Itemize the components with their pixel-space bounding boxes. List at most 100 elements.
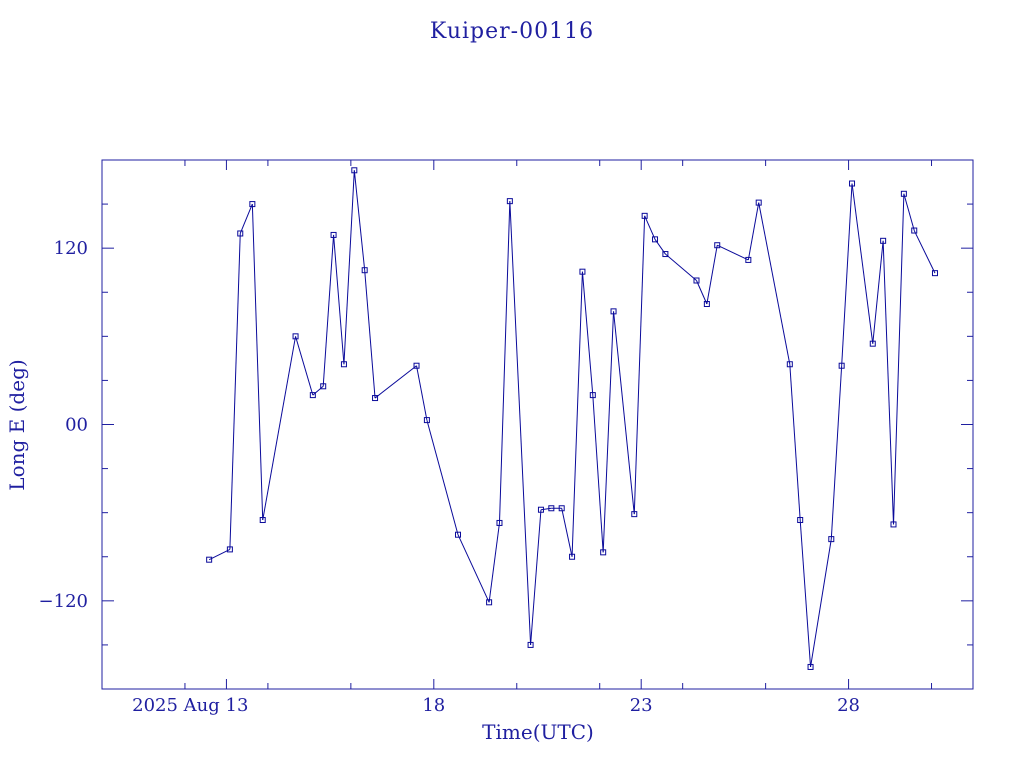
data-point — [486, 599, 493, 606]
data-point — [372, 395, 379, 402]
data-point — [455, 531, 462, 538]
series-segment — [457, 534, 490, 603]
series-segment — [913, 230, 936, 274]
x-axis-ticks: 2025 Aug 13 18 23 28 — [132, 160, 933, 716]
x-tick-label: 2025 Aug 13 — [132, 695, 248, 716]
series-segment — [789, 364, 801, 521]
data-point — [206, 556, 213, 563]
series-segment — [333, 234, 345, 365]
series-segment — [706, 245, 718, 305]
data-point — [600, 549, 607, 556]
data-point — [693, 277, 700, 284]
data-point — [537, 506, 544, 513]
data-point — [506, 198, 513, 205]
series-segment — [208, 548, 231, 561]
data-point — [745, 256, 752, 263]
data-point — [797, 517, 804, 524]
data-point — [558, 505, 565, 512]
data-point — [569, 553, 576, 560]
series-segment — [665, 253, 697, 281]
data-point — [931, 270, 938, 277]
y-tick-label: 120 — [54, 238, 88, 259]
y-tick-label: −120 — [39, 591, 88, 612]
series-segment — [602, 311, 615, 553]
y-axis-ticks: 120 00 −120 — [39, 203, 973, 646]
series-segment — [851, 183, 874, 344]
series-segment — [903, 193, 915, 231]
data-point — [226, 546, 233, 553]
series-segment — [644, 215, 656, 240]
series-segment — [251, 204, 264, 521]
data-point — [703, 301, 710, 308]
data-point — [610, 308, 617, 315]
x-tick-label: 23 — [630, 695, 653, 716]
data-point — [828, 536, 835, 543]
data-point — [880, 237, 887, 244]
data-point — [786, 361, 793, 368]
series-segment — [633, 215, 646, 515]
x-tick-label: 28 — [837, 695, 860, 716]
series-segment — [882, 240, 895, 525]
series-segment — [571, 271, 583, 557]
data-point — [589, 392, 596, 399]
series-segment — [312, 385, 324, 396]
series-segment — [581, 271, 594, 396]
data-point — [423, 417, 430, 424]
y-tick-label: 00 — [65, 415, 88, 436]
x-axis-label: Time(UTC) — [482, 720, 594, 744]
data-point — [237, 230, 244, 237]
series-segment — [613, 311, 635, 515]
data-point — [548, 505, 555, 512]
series-segment — [799, 519, 812, 667]
series-segment — [416, 365, 428, 421]
series-segment — [810, 539, 832, 668]
series-segment — [530, 509, 542, 645]
data-point — [527, 641, 534, 648]
data-point — [413, 362, 420, 369]
data-point — [714, 242, 721, 249]
series-segment — [830, 365, 843, 540]
data-point — [496, 519, 503, 526]
series-segment — [498, 201, 511, 523]
data-point — [249, 201, 256, 208]
data-point — [869, 340, 876, 347]
series-segment — [509, 201, 532, 645]
data-point — [652, 236, 659, 243]
data-point — [838, 362, 845, 369]
series-segment — [353, 170, 366, 271]
series-segment — [540, 507, 552, 511]
series-segment — [747, 202, 760, 261]
series-segment — [295, 336, 314, 396]
data-point — [330, 231, 337, 238]
y-axis-label: Long E (deg) — [5, 359, 29, 490]
series-segment — [717, 244, 749, 261]
series-segment — [592, 395, 604, 553]
data-point — [641, 212, 648, 219]
data-point — [361, 267, 368, 274]
series-segment — [872, 240, 884, 344]
series-segment — [841, 183, 853, 366]
data-point — [351, 167, 358, 174]
data-point — [292, 333, 299, 340]
series-points — [206, 167, 938, 670]
data-point — [849, 180, 856, 187]
data-point — [911, 227, 918, 234]
series-segment — [758, 202, 791, 365]
series-segment — [239, 203, 253, 234]
x-tick-label: 18 — [422, 695, 445, 716]
series-segment — [893, 193, 905, 525]
series-segment — [364, 270, 376, 399]
series-segment — [561, 508, 573, 557]
series-segment — [374, 365, 417, 399]
data-point — [900, 190, 907, 197]
chart-title: Kuiper-00116 — [430, 19, 594, 44]
data-point — [755, 199, 762, 206]
data-point — [320, 383, 327, 390]
series-lines — [208, 170, 936, 668]
series-segment — [696, 280, 708, 305]
series-segment — [322, 234, 335, 387]
data-point — [309, 392, 316, 399]
series-segment — [488, 522, 500, 603]
series-segment — [262, 336, 297, 521]
